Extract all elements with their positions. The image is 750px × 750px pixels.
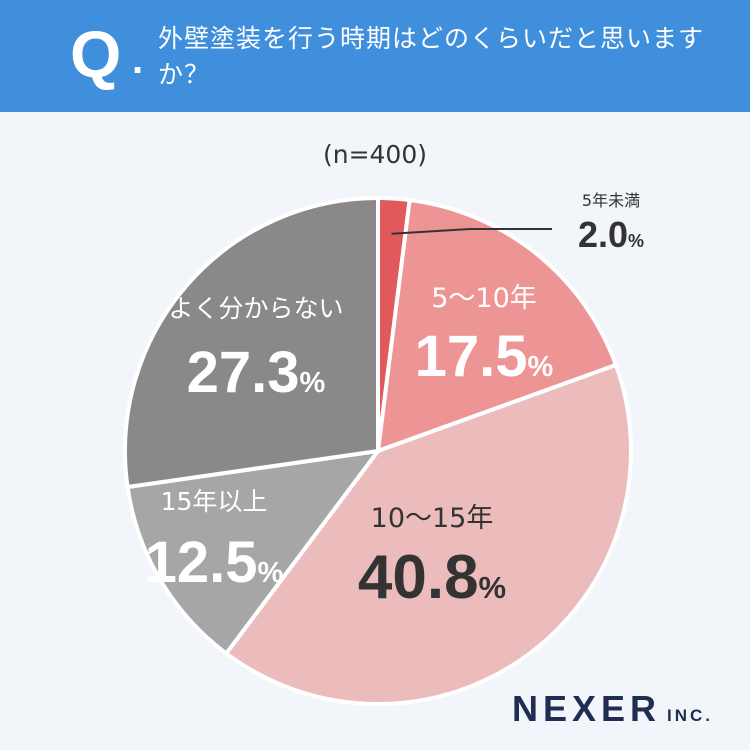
slice-unknown xyxy=(123,196,380,490)
slice-value-label: 17.5% xyxy=(415,324,554,389)
slice-label: 5～10年 xyxy=(431,283,537,314)
slice-value-label: 2.0% xyxy=(578,214,644,255)
logo-sub: INC. xyxy=(667,706,714,725)
slice-label: 10～15年 xyxy=(371,503,494,534)
slice-10-to-15-years xyxy=(224,363,633,706)
question-header: Q . 外壁塗装を行う時期はどのくらいだと思いますか？ xyxy=(0,0,750,112)
sample-size: (n=400) xyxy=(322,140,428,169)
slice-label: 15年以上 xyxy=(161,487,268,516)
q-label: Q xyxy=(70,17,122,91)
slice-label: よく分からない xyxy=(168,294,343,323)
slice-value-label: 27.3% xyxy=(187,340,326,405)
logo-main: NEXER xyxy=(512,688,662,729)
question-text: 外壁塗装を行う時期はどのくらいだと思いますか？ xyxy=(158,24,705,89)
slice-label: 5年未満 xyxy=(582,191,640,210)
slice-5-to-10-years xyxy=(376,197,618,453)
slice-15-plus-years xyxy=(125,449,380,656)
slice-value-label: 12.5% xyxy=(145,530,284,595)
nexer-logo: NEXER INC. xyxy=(512,688,713,730)
slice-value-label: 40.8% xyxy=(358,543,506,612)
q-dot: . xyxy=(132,38,144,82)
leader-line xyxy=(391,228,552,235)
